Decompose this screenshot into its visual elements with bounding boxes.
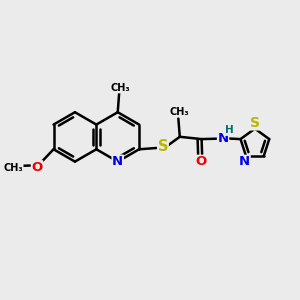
Text: S: S	[250, 116, 260, 130]
Text: O: O	[32, 161, 43, 174]
Text: N: N	[112, 155, 123, 168]
Text: CH₃: CH₃	[110, 83, 130, 93]
Text: O: O	[195, 155, 207, 168]
Text: N: N	[218, 132, 229, 145]
Text: H: H	[225, 125, 234, 135]
Text: S: S	[158, 139, 168, 154]
Text: CH₃: CH₃	[3, 163, 23, 172]
Text: CH₃: CH₃	[170, 107, 189, 117]
Text: N: N	[239, 155, 250, 168]
